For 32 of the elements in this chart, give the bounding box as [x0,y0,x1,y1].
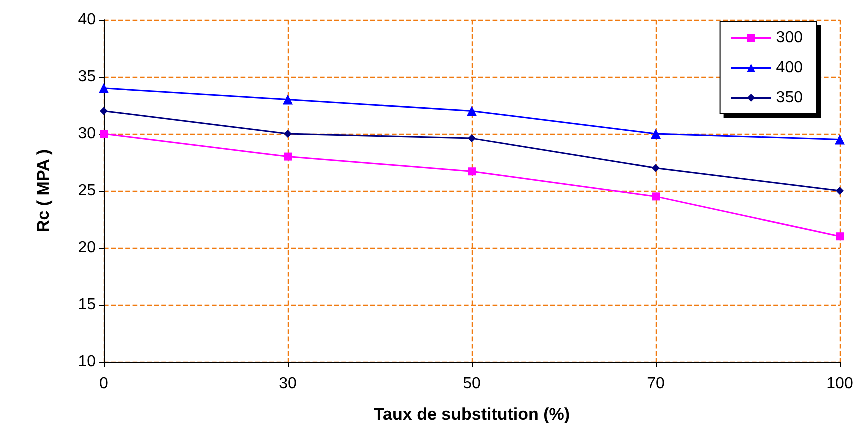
point [836,232,844,241]
y-tick-label: 25 [78,182,96,200]
legend-label: 400 [776,60,804,76]
legend-label: 350 [776,90,804,106]
x-tick-label: 0 [100,376,109,392]
point [468,134,476,143]
point [468,168,476,176]
x-tick-label: 70 [647,376,665,392]
point [652,192,660,201]
y-tick-label: 10 [78,354,96,370]
point [284,130,292,138]
legend-label: 300 [776,30,804,46]
y-tick-label: 35 [78,68,96,86]
x-tick-label: 30 [279,376,297,392]
point [467,106,477,116]
point [100,107,108,116]
y-tick-label: 40 [78,12,96,28]
y-tick-label: 20 [78,240,96,256]
y-axis-title: Rc ( MPA ) [34,149,53,233]
y-tick-label: 15 [78,296,96,314]
point [651,129,661,139]
point [284,152,292,161]
y-tick-label: 30 [78,126,96,142]
point [100,130,108,138]
point [99,83,109,94]
point [836,187,844,195]
point [652,164,660,172]
x-axis-title: Taux de substitution (%) [374,405,570,424]
point [835,134,845,145]
x-tick-label: 50 [463,376,481,392]
x-tick-label: 100 [826,376,854,392]
point [283,94,293,105]
